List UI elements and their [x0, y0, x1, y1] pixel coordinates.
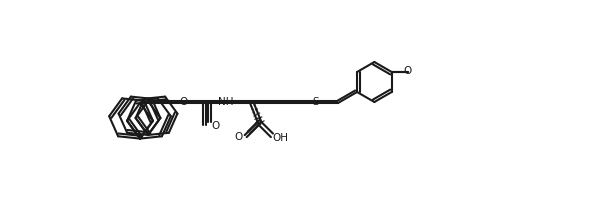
- Text: O: O: [211, 121, 219, 131]
- Text: O: O: [235, 132, 243, 142]
- Text: S: S: [313, 97, 319, 107]
- Text: O: O: [180, 97, 188, 107]
- Text: NH: NH: [218, 97, 233, 107]
- Text: OH: OH: [272, 133, 288, 143]
- Text: O: O: [404, 66, 412, 76]
